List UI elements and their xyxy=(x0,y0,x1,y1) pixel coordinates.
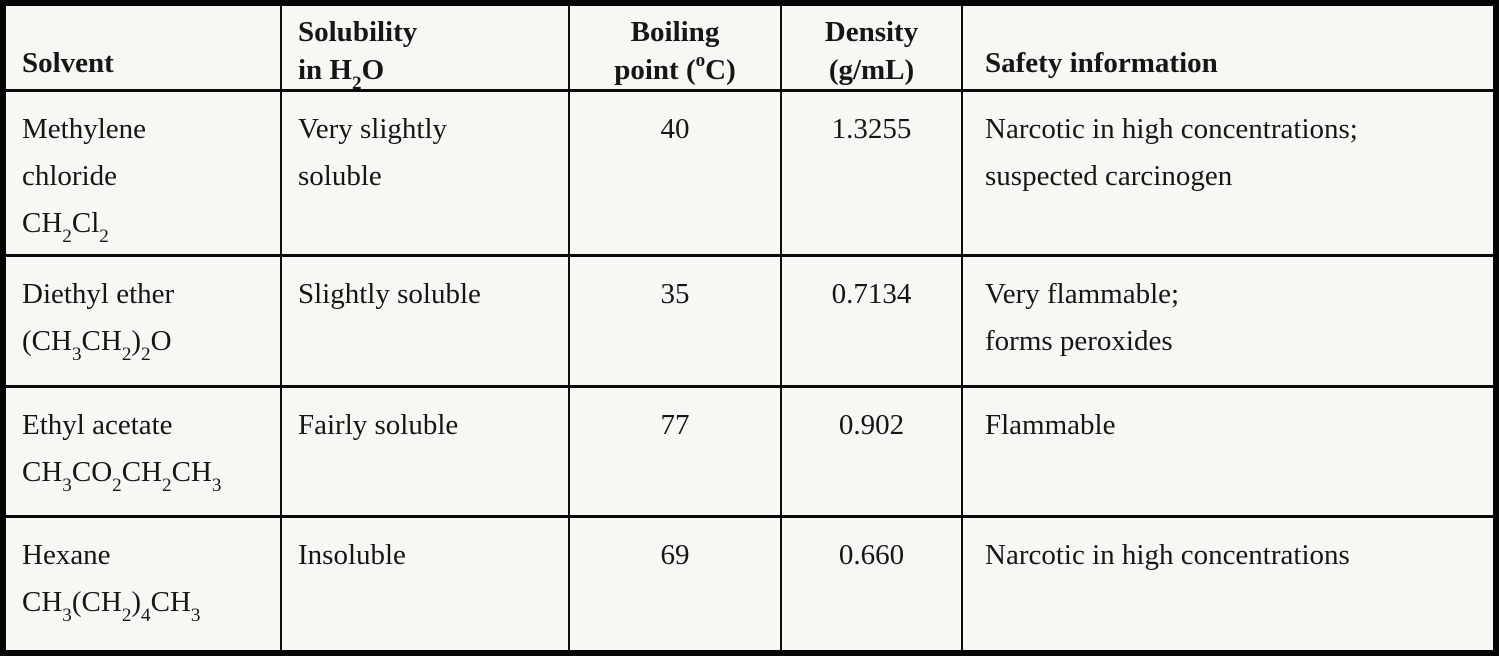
column-header-boiling-line1: Boiling xyxy=(630,16,720,48)
solvent-formula: CH3CO2CH2CH3 xyxy=(22,455,222,497)
table-row-diethyl-ether: Diethyl ether (CH3CH2)2O Slightly solubl… xyxy=(6,257,1493,388)
cell-density: 0.660 xyxy=(782,518,963,650)
column-header-solubility-line1: Solubility xyxy=(298,16,418,48)
column-header-density: Density (g/mL) xyxy=(782,6,963,89)
density-value: 1.3255 xyxy=(831,113,912,145)
safety-text: Narcotic in high concentrations xyxy=(985,539,1350,571)
cell-solvent: Methylene chloride CH2Cl2 xyxy=(6,92,282,254)
cell-safety: Narcotic in high concentrations xyxy=(963,518,1493,650)
boiling-point-value: 40 xyxy=(660,113,690,145)
solubility-value: Slightly soluble xyxy=(298,278,481,310)
column-header-solvent-label: Solvent xyxy=(22,47,114,79)
solvent-name: Hexane xyxy=(22,539,111,571)
solubility-value: Insoluble xyxy=(298,539,406,571)
column-header-boiling-line2: point (oC) xyxy=(614,50,736,86)
cell-solubility: Insoluble xyxy=(282,518,570,650)
safety-text: Narcotic in high concentrations; suspecte… xyxy=(985,113,1358,192)
column-header-safety: Safety information xyxy=(963,6,1493,89)
column-header-density-line1: Density xyxy=(824,16,919,48)
table-row-methylene-chloride: Methylene chloride CH2Cl2 Very slightly … xyxy=(6,92,1493,257)
cell-safety: Very flammable; forms peroxides xyxy=(963,257,1493,385)
column-header-safety-label: Safety information xyxy=(985,47,1218,79)
cell-solvent: Hexane CH3(CH2)4CH3 xyxy=(6,518,282,650)
solvent-name: Diethyl ether xyxy=(22,278,175,310)
cell-density: 0.902 xyxy=(782,388,963,515)
solubility-value: Fairly soluble xyxy=(298,409,459,441)
column-header-density-line2: (g/mL) xyxy=(828,54,915,86)
cell-solubility: Very slightly soluble xyxy=(282,92,570,254)
cell-solvent: Diethyl ether (CH3CH2)2O xyxy=(6,257,282,385)
cell-solvent: Ethyl acetate CH3CO2CH2CH3 xyxy=(6,388,282,515)
solvent-formula: CH3(CH2)4CH3 xyxy=(22,585,201,627)
solvent-name: Ethyl acetate xyxy=(22,409,173,441)
boiling-point-value: 69 xyxy=(660,539,690,571)
safety-text: Flammable xyxy=(985,409,1116,441)
column-header-solubility-line2: in H2O xyxy=(298,54,385,89)
column-header-solvent: Solvent xyxy=(6,6,282,89)
solvent-formula: (CH3CH2)2O xyxy=(22,324,172,366)
density-value: 0.902 xyxy=(838,409,905,441)
table-row-ethyl-acetate: Ethyl acetate CH3CO2CH2CH3 Fairly solubl… xyxy=(6,388,1493,518)
column-header-boiling-point: Boiling point (oC) xyxy=(570,6,782,89)
cell-solubility: Slightly soluble xyxy=(282,257,570,385)
solvent-name: Methylene chloride xyxy=(22,113,147,192)
cell-density: 0.7134 xyxy=(782,257,963,385)
cell-safety: Flammable xyxy=(963,388,1493,515)
table-header-row: Solvent Solubility in H2O Boiling point … xyxy=(6,6,1493,92)
column-header-solubility: Solubility in H2O xyxy=(282,6,570,89)
cell-boiling-point: 40 xyxy=(570,92,782,254)
solvent-formula: CH2Cl2 xyxy=(22,206,109,248)
cell-safety: Narcotic in high concentrations; suspecte… xyxy=(963,92,1493,254)
solubility-value: Very slightly soluble xyxy=(298,113,448,192)
density-value: 0.660 xyxy=(838,539,905,571)
boiling-point-value: 35 xyxy=(660,278,690,310)
cell-boiling-point: 77 xyxy=(570,388,782,515)
table-row-hexane: Hexane CH3(CH2)4CH3 Insoluble 69 0.660 N… xyxy=(6,518,1493,650)
density-value: 0.7134 xyxy=(831,278,912,310)
cell-boiling-point: 69 xyxy=(570,518,782,650)
boiling-point-value: 77 xyxy=(660,409,690,441)
cell-solubility: Fairly soluble xyxy=(282,388,570,515)
safety-text: Very flammable; forms peroxides xyxy=(985,278,1180,357)
cell-density: 1.3255 xyxy=(782,92,963,254)
cell-boiling-point: 35 xyxy=(570,257,782,385)
